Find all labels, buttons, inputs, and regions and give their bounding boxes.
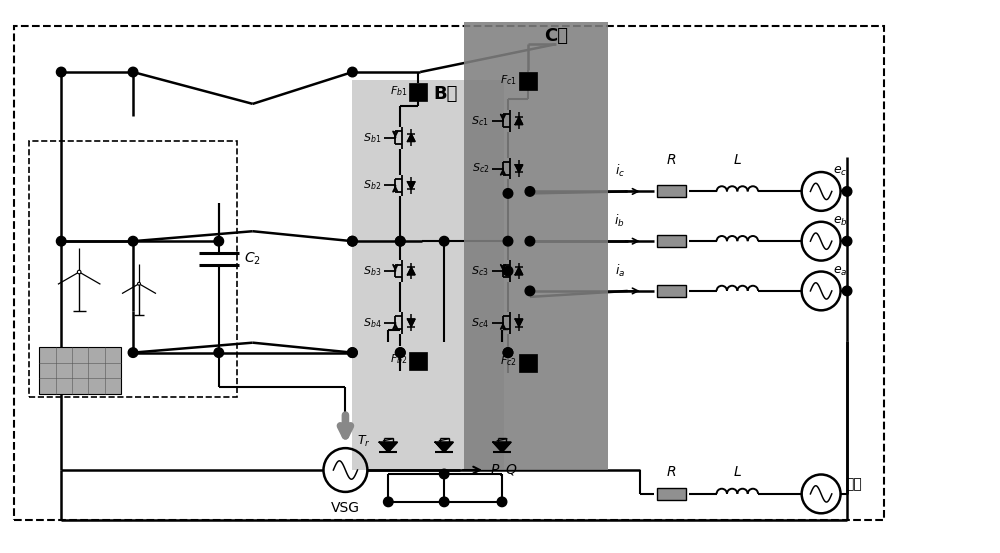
Polygon shape [493,442,511,452]
Circle shape [56,236,66,246]
Bar [39,347,121,394]
Circle shape [439,497,449,507]
Text: $\mathit{i_b}$: $\mathit{i_b}$ [614,213,625,229]
Circle shape [503,266,513,276]
Circle shape [348,236,357,246]
Circle shape [439,469,449,479]
Circle shape [395,236,405,246]
Circle shape [525,286,535,296]
Bar [464,22,608,470]
Circle shape [128,348,138,357]
Polygon shape [407,319,415,327]
Polygon shape [407,182,415,189]
Text: $\mathit{e_b}$: $\mathit{e_b}$ [833,215,848,228]
Bar [352,80,504,470]
Text: 电网: 电网 [845,477,862,491]
Circle shape [503,348,513,357]
Text: $F_{c2}$: $F_{c2}$ [500,354,517,368]
Bar [14,26,884,520]
Text: $\mathit{i_c}$: $\mathit{i_c}$ [615,163,625,180]
Bar [657,185,686,197]
Text: $S_{b1}$: $S_{b1}$ [363,131,381,144]
Text: B相: B相 [433,85,457,103]
Text: $S_{b4}$: $S_{b4}$ [363,316,381,330]
Text: $S_{c2}$: $S_{c2}$ [472,161,489,175]
Circle shape [497,497,507,507]
Bar [29,140,237,398]
Bar [519,353,537,372]
Polygon shape [407,267,415,275]
Circle shape [395,348,405,357]
Circle shape [128,67,138,77]
Circle shape [525,187,535,196]
Circle shape [128,236,138,246]
Text: C相: C相 [544,27,568,45]
Text: $F_{b1}$: $F_{b1}$ [390,84,407,98]
Circle shape [348,348,357,357]
Text: $F_{b2}$: $F_{b2}$ [390,353,407,367]
Circle shape [395,348,405,357]
Circle shape [842,236,852,246]
Bar [657,285,686,297]
Text: $\mathit{e_a}$: $\mathit{e_a}$ [833,264,848,278]
Text: $L$: $L$ [733,465,742,479]
Circle shape [525,236,535,246]
Polygon shape [515,267,523,275]
Circle shape [348,348,357,357]
Text: VSG: VSG [331,501,360,515]
Polygon shape [407,134,415,142]
Circle shape [77,270,81,274]
Text: $\mathit{e_c}$: $\mathit{e_c}$ [833,165,847,178]
Circle shape [842,187,852,196]
Circle shape [348,67,357,77]
Circle shape [503,189,513,198]
Bar [657,488,686,500]
Circle shape [348,236,357,246]
Circle shape [395,236,405,246]
Circle shape [214,236,224,246]
Circle shape [842,286,852,296]
Text: $S_{c1}$: $S_{c1}$ [471,114,489,128]
Bar [519,72,537,90]
Bar [409,83,427,101]
Text: $S_{c4}$: $S_{c4}$ [471,316,489,330]
Text: $P, Q$: $P, Q$ [490,462,518,478]
Text: $R$: $R$ [666,465,677,479]
Text: $T_r$: $T_r$ [357,434,370,448]
Text: $L$: $L$ [733,153,742,166]
Polygon shape [515,165,523,173]
Text: $\mathit{i_a}$: $\mathit{i_a}$ [615,263,625,279]
Circle shape [503,236,513,246]
Polygon shape [379,442,397,452]
Circle shape [138,283,140,285]
Circle shape [56,67,66,77]
Text: $F_{c1}$: $F_{c1}$ [500,73,517,87]
Circle shape [503,348,513,357]
Text: $R$: $R$ [666,153,677,166]
Text: $C_2$: $C_2$ [244,251,261,267]
Polygon shape [515,319,523,327]
Polygon shape [515,117,523,124]
Circle shape [439,236,449,246]
Circle shape [384,497,393,507]
Text: $S_{b2}$: $S_{b2}$ [363,179,381,192]
Text: $S_{b3}$: $S_{b3}$ [363,264,381,278]
Bar [657,235,686,247]
Polygon shape [435,442,453,452]
Circle shape [214,348,224,357]
Bar [409,352,427,369]
Text: $S_{c3}$: $S_{c3}$ [471,264,489,278]
